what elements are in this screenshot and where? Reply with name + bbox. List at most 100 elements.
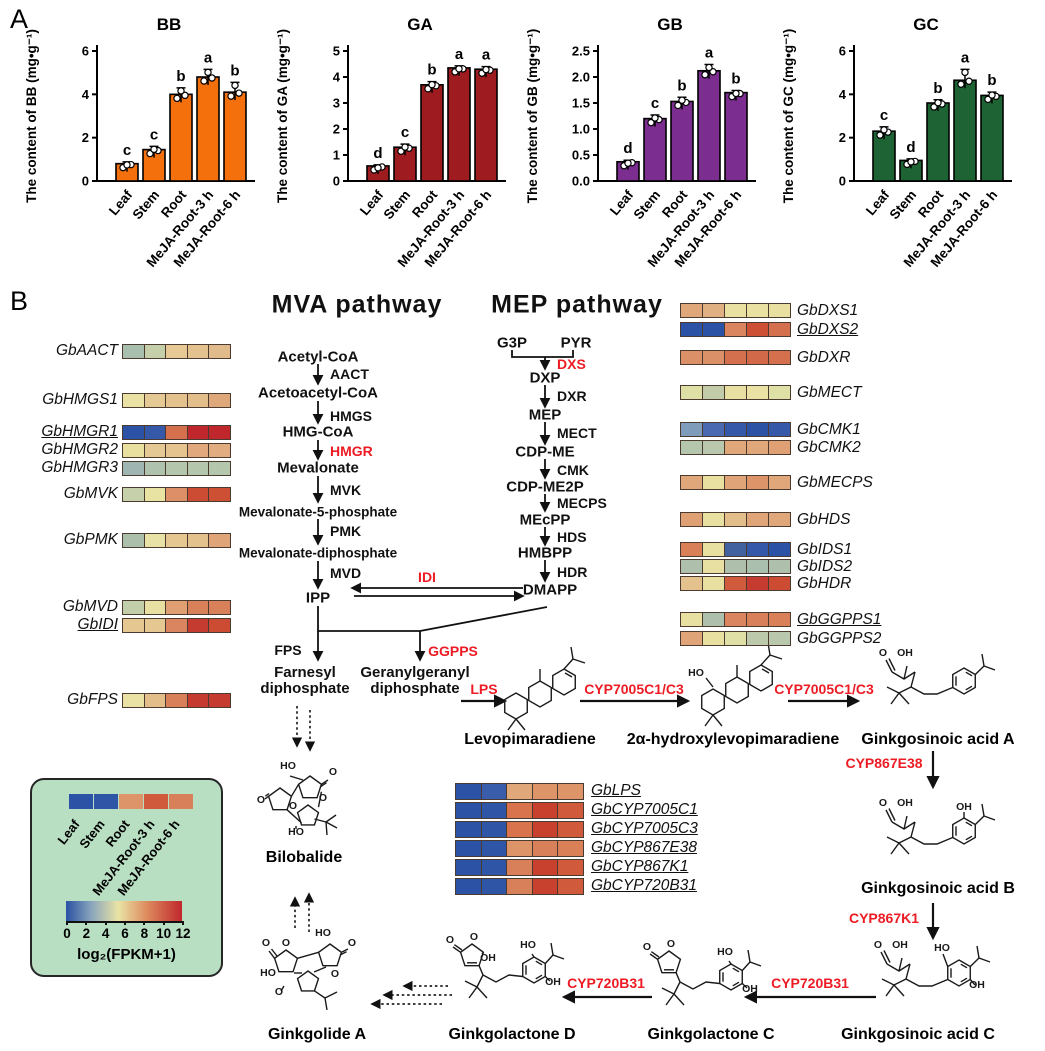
legend-scale-tick-label: 0: [63, 926, 71, 941]
heatmap-cell-GbCYP867E38-3: [531, 840, 558, 857]
atom-label: HO: [280, 760, 296, 772]
atom-label: OH: [480, 952, 496, 964]
heatmap-cell-GbHMGS1-3: [186, 393, 210, 408]
heatmap-cell-GbCYP7005C3-1: [480, 821, 507, 838]
legend-scale-tick: [143, 921, 146, 925]
significance-letter: b: [427, 62, 436, 79]
heatmap-cell-GbIDS1-4: [768, 542, 791, 557]
data-point: [231, 81, 239, 90]
y-tick-label: 4: [82, 87, 90, 102]
heatmap-cell-GbDXS2-4: [768, 322, 791, 337]
heatmap-cell-GbMECT-0: [680, 385, 703, 400]
bar: [953, 79, 977, 182]
significance-letter: d: [906, 139, 915, 156]
label-cmk: CMK: [557, 462, 589, 478]
bar-chart-GB: GB The content of GB (mg•g⁻¹) 0.0 0.5 1.0 1.5…: [525, 15, 756, 270]
structure-levopimaradiene: [504, 646, 586, 731]
heatmap-cell-GbLPS-1: [480, 783, 507, 800]
atom-label: O: [874, 939, 882, 951]
label-mep: MEP: [528, 406, 562, 424]
structure-ginkgolactone_c: O O HO OH: [643, 938, 762, 1006]
x-category-label: Stem: [381, 187, 414, 222]
legend-sample-cell: [119, 794, 143, 809]
gene-label-GbDXS1: GbDXS1: [797, 301, 859, 319]
heatmap-cell-GbAACT-0: [122, 344, 145, 359]
structure-bilobalide: HO O O O O HO: [257, 760, 338, 838]
label-mecpp: MEcPP: [519, 511, 571, 529]
label-cyp867k1: CYP867K1: [848, 910, 920, 926]
heatmap-cell-GbCYP867K1-1: [480, 859, 507, 876]
heatmap-cell-GbCYP720B31-0: [455, 878, 482, 895]
heatmap-cell-GbHDR-2: [724, 576, 747, 591]
heatmap-cell-GbIDI-2: [165, 618, 188, 633]
legend-sample-cell: [94, 794, 118, 809]
heatmap-cell-GbCYP7005C3-0: [455, 821, 482, 838]
heatmap-cell-GbIDS2-3: [746, 559, 769, 574]
gene-label-GbIDS1: GbIDS1: [797, 540, 853, 558]
heatmap-cell-GbLPS-0: [455, 783, 482, 800]
bar: [697, 69, 721, 182]
chart-title: GC: [913, 15, 939, 34]
compound-name-ginkgolactone-d: Ginkgolactone D: [448, 1026, 576, 1043]
bar: [980, 94, 1004, 182]
significance-letter: a: [204, 49, 213, 66]
connector-line: [317, 606, 420, 632]
heatmap-cell-GbHMGR2-2: [165, 443, 188, 458]
heatmap-cell-GbGGPPS1-4: [768, 612, 791, 627]
x-category-label: Stem: [887, 187, 920, 222]
chart-title: BB: [157, 15, 182, 34]
atom-label: O: [257, 794, 265, 806]
label-mevalonate: Mevalonate: [277, 459, 359, 477]
heatmap-cell-GbMECPS-4: [768, 475, 791, 490]
y-tick-label: 2: [333, 122, 340, 137]
atom-label: O: [879, 797, 887, 809]
structure-ginkgosinoic_c: O OH HO OH: [874, 939, 991, 997]
heatmap-cell-GbMVD-2: [165, 600, 188, 615]
data-point: [647, 118, 655, 127]
heatmap-cell-GbCYP720B31-2: [506, 878, 533, 895]
legend-sample-cell: [69, 794, 93, 809]
legend-sample-cell: [144, 794, 168, 809]
compound-name-ginkgolide-a: Ginkgolide A: [267, 1026, 367, 1043]
legend-scale-tick-label: 2: [82, 926, 91, 941]
heatmap-cell-GbCYP7005C3-2: [506, 821, 533, 838]
structure-ginkgolactone_d: O O HO OH OH: [446, 931, 565, 999]
heatmap-cell-GbFPS-3: [186, 693, 210, 708]
data-point: [401, 143, 409, 151]
gene-label-GbDXR: GbDXR: [797, 348, 851, 366]
legend-sample-cell: [169, 794, 193, 809]
legend-tissue-label: Stem: [76, 816, 108, 852]
significance-letter: b: [731, 71, 740, 88]
significance-letter: c: [651, 95, 659, 112]
label-hmbpp: HMBPP: [517, 544, 573, 562]
atom-label: O: [348, 937, 356, 949]
gene-label-GbPMK: GbPMK: [63, 531, 118, 549]
label-fps: FPS: [274, 642, 302, 658]
heatmap-cell-GbDXR-1: [702, 350, 725, 365]
heatmap-cell-GbHDR-4: [768, 576, 791, 591]
bar: [196, 76, 220, 182]
heatmap-cell-GbHDS-4: [768, 512, 791, 527]
gene-label-GbCMK2: GbCMK2: [797, 438, 861, 456]
heatmap-cell-GbDXR-2: [724, 350, 747, 365]
legend-box: log₂(FPKM+1) Leaf Stem Root MeJA-Root-3 h Me…: [30, 778, 223, 977]
atom-label: O: [275, 986, 283, 998]
significance-letter: c: [150, 126, 158, 143]
label-mect: MECT: [557, 425, 597, 441]
gene-label-GbLPS: GbLPS: [591, 782, 641, 800]
legend-scale-tick-label: 4: [101, 926, 110, 941]
label-cyp720b31-1: CYP720B31: [771, 975, 849, 991]
significance-letter: d: [623, 140, 632, 157]
data-point: [227, 92, 235, 100]
heatmap-cell-GbLPS-3: [531, 783, 558, 800]
atom-label: O: [329, 766, 337, 778]
heatmap-cell-GbCYP867K1-3: [531, 859, 558, 876]
atom-label: HO: [520, 939, 536, 951]
label-pmk: PMK: [330, 523, 362, 539]
heatmap-cell-GbHDS-2: [724, 512, 747, 527]
heatmap-cell-GbDXS1-2: [724, 303, 747, 318]
y-tick-label: 3: [333, 96, 340, 111]
heatmap-cell-GbHMGS1-2: [165, 393, 188, 408]
heatmap-cell-GbDXS1-0: [680, 303, 703, 318]
gene-label-GbHMGS1: GbHMGS1: [42, 391, 118, 409]
